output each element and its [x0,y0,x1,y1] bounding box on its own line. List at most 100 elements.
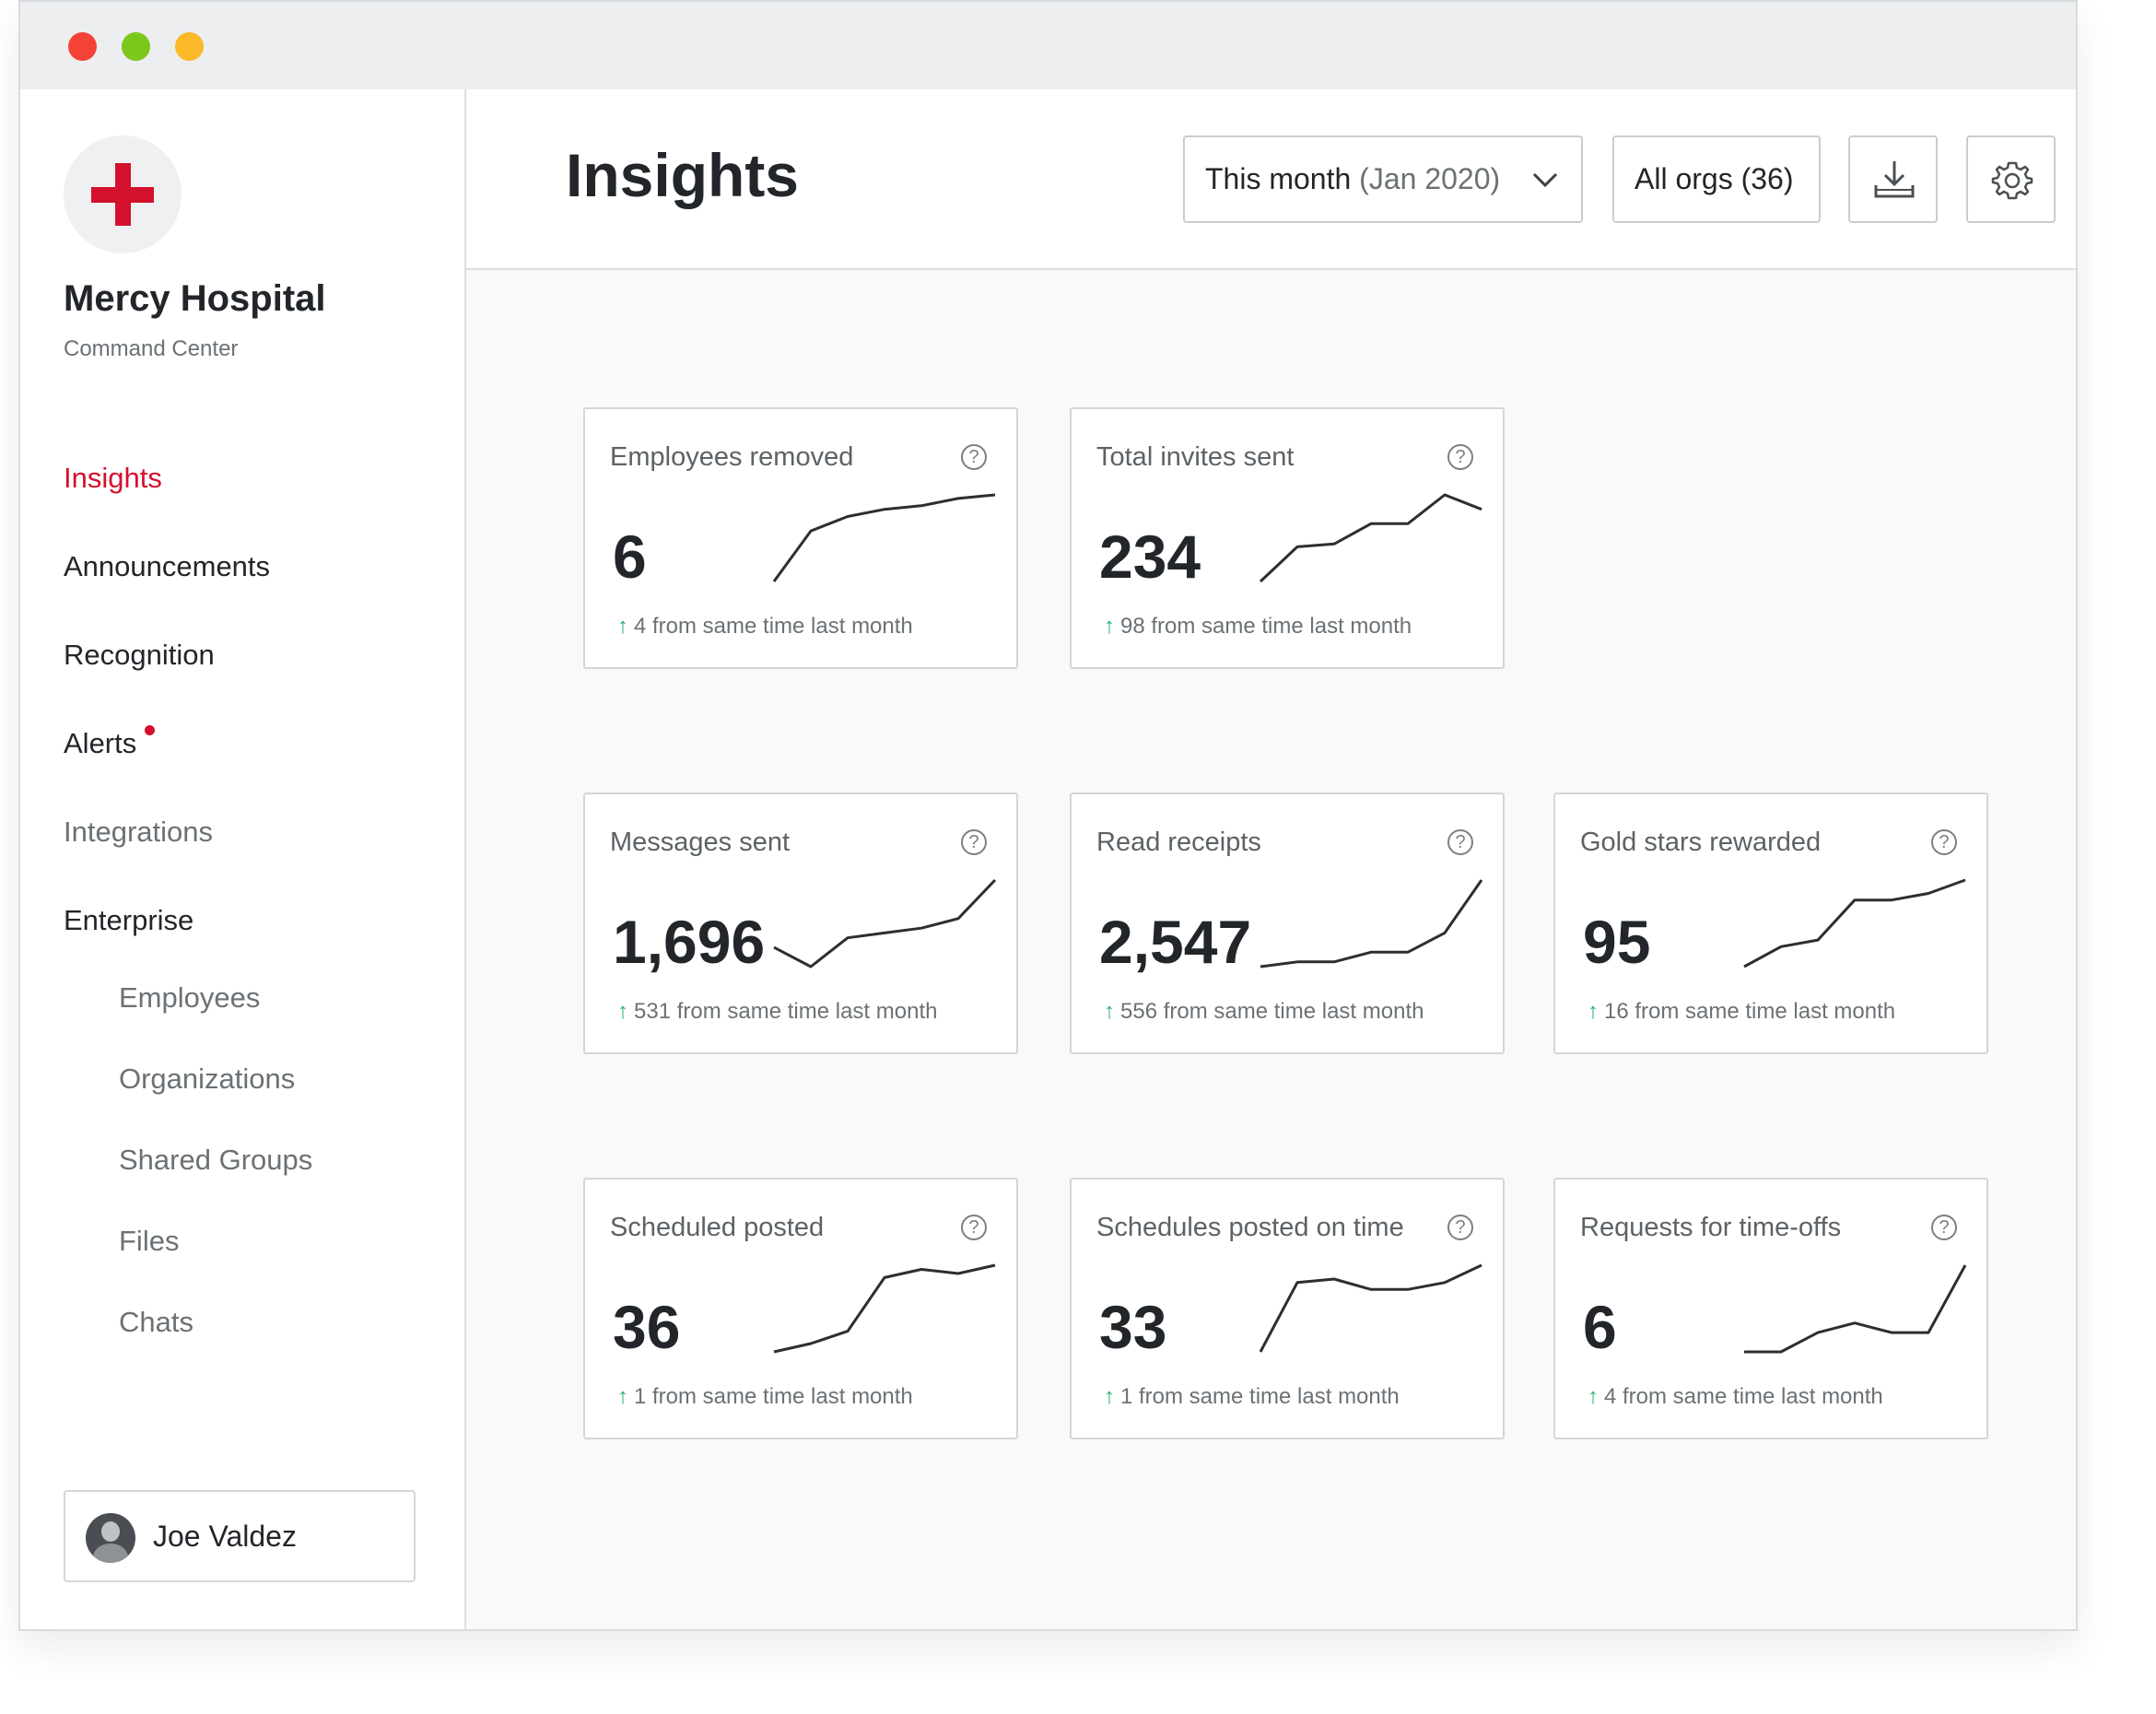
sparkline-chart [773,878,997,969]
download-button[interactable] [1848,135,1938,223]
card-value: 234 [1099,522,1201,591]
sparkline-chart [1744,1264,1967,1354]
sparkline-chart [773,1263,996,1354]
user-account-button[interactable]: Joe Valdez [64,1490,416,1582]
sparkline-series [773,1263,996,1354]
card-delta: ↑ 556 from same time last month [1104,999,1424,1024]
chevron-down-icon [1532,172,1558,188]
period-label: This month [1205,162,1352,195]
card-title: Schedules posted on time [1096,1213,1404,1242]
card-title: Read receipts [1096,828,1261,857]
page-header: Insights This month (Jan 2020) All orgs … [466,89,2076,270]
nav-item-recognition[interactable]: Recognition [64,639,215,671]
arrow-up-icon: ↑ [1588,999,1599,1024]
help-icon[interactable]: ? [961,829,987,855]
help-icon[interactable]: ? [1931,1215,1957,1240]
card-value: 33 [1099,1293,1167,1361]
card-value: 2,547 [1099,908,1252,976]
sparkline-series [1259,1263,1482,1353]
arrow-up-icon: ↑ [1104,999,1115,1024]
card-delta: ↑ 531 from same time last month [617,999,938,1024]
sparkline-series [1260,879,1483,969]
orgs-filter-label: All orgs (36) [1635,162,1794,195]
arrow-up-icon: ↑ [617,614,628,639]
sparkline-series [1259,493,1482,583]
nav-item-alerts[interactable]: Alerts [64,727,137,759]
metric-card-total-invites-sent[interactable]: Total invites sent ? 234 ↑ 98 from same t… [1070,407,1505,669]
arrow-up-icon: ↑ [1588,1384,1599,1409]
user-name: Joe Valdez [153,1520,297,1553]
maximize-window-button[interactable] [122,32,150,61]
subnav-item-employees[interactable]: Employees [119,981,261,1014]
card-value: 36 [613,1293,681,1361]
sparkline-chart [1260,879,1483,969]
metric-card-requests-for-time-offs[interactable]: Requests for time-offs ? 6 ↑ 4 from same … [1553,1178,1988,1439]
sparkline-chart [1743,878,1966,969]
card-value: 1,696 [613,908,766,976]
card-value: 6 [613,522,647,591]
red-cross-icon [64,135,182,253]
sparkline-series [1744,1264,1967,1354]
metric-card-employees-removed[interactable]: Employees removed ? 6 ↑ 4 from same time … [583,407,1018,669]
metric-card-scheduled-posted[interactable]: Scheduled posted ? 36 ↑ 1 from same time … [583,1178,1018,1439]
arrow-up-icon: ↑ [1104,1384,1115,1409]
nav-item-integrations[interactable]: Integrations [64,816,213,848]
sparkline-chart [1259,493,1482,583]
title-bar [20,2,2076,89]
gear-icon [1991,161,2033,200]
period-dropdown[interactable]: This month (Jan 2020) [1183,135,1583,223]
card-title: Gold stars rewarded [1580,828,1822,857]
card-delta: ↑ 4 from same time last month [617,614,913,639]
main-content: Insights This month (Jan 2020) All orgs … [466,89,2076,1629]
settings-button[interactable] [1966,135,2056,223]
org-subtitle: Command Center [64,336,239,361]
help-icon[interactable]: ? [1447,1215,1473,1240]
subnav-item-shared-groups[interactable]: Shared Groups [119,1144,313,1176]
download-icon [1874,161,1915,198]
sparkline-chart [772,493,996,582]
help-icon[interactable]: ? [961,1215,987,1240]
metric-card-messages-sent[interactable]: Messages sent ? 1,696 ↑ 531 from same tim… [583,792,1018,1054]
card-title: Scheduled posted [610,1213,825,1242]
card-title: Requests for time-offs [1580,1213,1842,1242]
card-delta: ↑ 98 from same time last month [1104,614,1412,639]
subnav-item-chats[interactable]: Chats [119,1306,193,1338]
metric-card-read-receipts[interactable]: Read receipts ? 2,547 ↑ 556 from same tim… [1070,792,1505,1054]
card-delta: ↑ 4 from same time last month [1588,1384,1883,1409]
subnav-item-organizations[interactable]: Organizations [119,1062,296,1095]
avatar [86,1513,135,1563]
minimize-window-button[interactable] [175,32,204,61]
close-window-button[interactable] [68,32,97,61]
card-value: 6 [1583,1293,1617,1361]
subnav-item-files[interactable]: Files [119,1225,180,1257]
sidebar: Mercy Hospital Command Center Insights A… [20,89,466,1629]
help-icon[interactable]: ? [961,444,987,470]
nav-item-enterprise[interactable]: Enterprise [64,904,194,936]
arrow-up-icon: ↑ [617,999,628,1024]
card-delta: ↑ 1 from same time last month [1104,1384,1400,1409]
page-title: Insights [566,141,800,209]
card-delta: ↑ 16 from same time last month [1588,999,1896,1024]
sparkline-series [1743,878,1966,969]
sparkline-series [772,493,996,582]
card-title: Employees removed [610,442,854,472]
nav-item-insights[interactable]: Insights [64,462,162,494]
metric-card-gold-stars-rewarded[interactable]: Gold stars rewarded ? 95 ↑ 16 from same t… [1553,792,1988,1054]
arrow-up-icon: ↑ [617,1384,628,1409]
app-window: Mercy Hospital Command Center Insights A… [18,0,2078,1631]
nav-item-announcements[interactable]: Announcements [64,550,271,582]
help-icon[interactable]: ? [1447,829,1473,855]
sparkline-series [773,878,997,969]
help-icon[interactable]: ? [1447,444,1473,470]
card-value: 95 [1583,908,1651,976]
metric-card-schedules-posted-on-time[interactable]: Schedules posted on time ? 33 ↑ 1 from sa… [1070,1178,1505,1439]
period-value: (Jan 2020) [1359,162,1501,195]
arrow-up-icon: ↑ [1104,614,1115,639]
card-title: Total invites sent [1096,442,1295,472]
org-name: Mercy Hospital [64,278,326,319]
alerts-notification-dot [145,725,155,735]
sparkline-chart [1259,1263,1482,1353]
card-delta: ↑ 1 from same time last month [617,1384,913,1409]
orgs-filter-button[interactable]: All orgs (36) [1612,135,1821,223]
help-icon[interactable]: ? [1931,829,1957,855]
